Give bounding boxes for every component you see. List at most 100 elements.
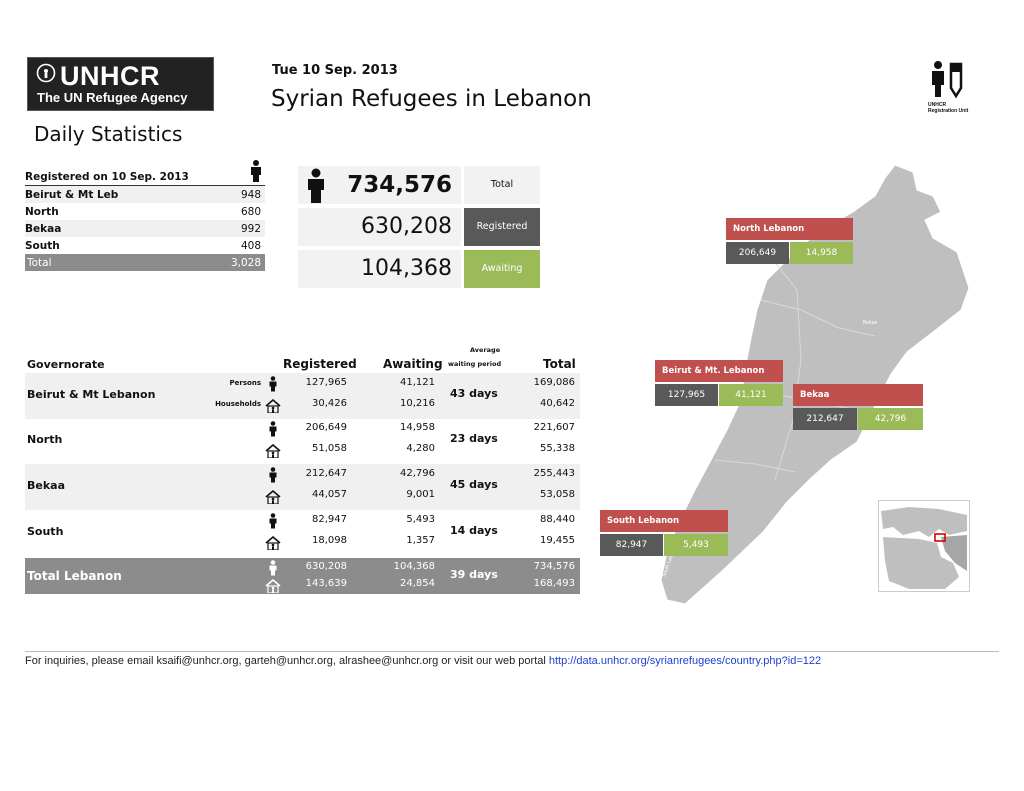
inset-map bbox=[878, 500, 970, 592]
callout-title: Bekaa bbox=[793, 384, 923, 406]
table-row: South 408 bbox=[25, 237, 265, 254]
person-icon bbox=[269, 513, 277, 529]
total-persons: 88,440 bbox=[540, 514, 575, 525]
lebanon-map: Bekaa South Lebanon North Lebanon 206,649… bbox=[595, 160, 975, 610]
summary-panel: 734,576 Total 630,208 Registered 104,368… bbox=[298, 166, 542, 288]
row-value: 408 bbox=[240, 240, 261, 252]
row-name: Bekaa bbox=[25, 223, 62, 235]
footer-text: For inquiries, please email ksaifi@unhcr… bbox=[25, 655, 546, 667]
row-value: 680 bbox=[240, 206, 261, 218]
callout-registered: 127,965 bbox=[655, 384, 718, 406]
table-row: North 680 bbox=[25, 203, 265, 220]
table-row: Bekaa 212,647 44,057 42,796 9,001 45 days 255,… bbox=[25, 464, 580, 510]
average-waiting-period: 43 days bbox=[450, 387, 498, 400]
person-icon bbox=[269, 560, 277, 576]
person-icon bbox=[251, 160, 261, 182]
registered-persons: 212,647 bbox=[305, 468, 347, 479]
page-title: Syrian Refugees in Lebanon bbox=[271, 86, 592, 112]
table-row: South 82,947 18,098 5,493 1,357 14 days 88,440… bbox=[25, 510, 580, 556]
callout-awaiting: 41,121 bbox=[719, 384, 783, 406]
governorate-name: North bbox=[27, 433, 63, 446]
footer: For inquiries, please email ksaifi@unhcr… bbox=[25, 655, 821, 667]
awaiting-households: 24,854 bbox=[400, 578, 435, 589]
footer-divider bbox=[25, 651, 999, 652]
awaiting-households: 4,280 bbox=[406, 443, 435, 454]
unhcr-emblem-icon bbox=[36, 63, 56, 83]
row-value: 948 bbox=[240, 189, 261, 201]
region-inset-map bbox=[879, 501, 969, 591]
daily-table-heading: Registered on 10 Sep. 2013 bbox=[25, 171, 189, 183]
total-households: 168,493 bbox=[533, 578, 575, 589]
report-date: Tue 10 Sep. 2013 bbox=[272, 63, 398, 78]
unhcr-logo: UNHCR The UN Refugee Agency bbox=[27, 57, 214, 111]
unit-label-2: Registration Unit bbox=[928, 108, 969, 114]
daily-table-header: Registered on 10 Sep. 2013 bbox=[25, 160, 265, 186]
registration-unit-badge: UNHCR Registration Unit bbox=[928, 60, 988, 114]
col-header-registered: Registered bbox=[283, 357, 357, 371]
awaiting-persons: 5,493 bbox=[406, 514, 435, 525]
col-header-average: Average bbox=[470, 346, 501, 354]
person-icon bbox=[269, 421, 277, 437]
total-persons: 734,576 bbox=[533, 561, 575, 572]
total-persons: 221,607 bbox=[533, 422, 575, 433]
awaiting-households: 9,001 bbox=[406, 489, 435, 500]
registered-persons: 630,208 bbox=[305, 561, 347, 572]
awaiting-households: 10,216 bbox=[400, 398, 435, 409]
summary-total-label: Total bbox=[464, 166, 540, 204]
row-name: Total bbox=[27, 257, 52, 269]
page-subtitle: Daily Statistics bbox=[34, 122, 183, 146]
total-persons: 169,086 bbox=[533, 377, 575, 388]
total-households: 53,058 bbox=[540, 489, 575, 500]
persons-label: Persons bbox=[229, 379, 261, 387]
registered-households: 18,098 bbox=[312, 535, 347, 546]
col-header-awaiting: Awaiting bbox=[383, 357, 443, 371]
registered-persons: 82,947 bbox=[312, 514, 347, 525]
governorate-name: Beirut & Mt Lebanon bbox=[27, 388, 156, 401]
table-row: Beirut & Mt Leb 948 bbox=[25, 186, 265, 203]
row-name: Beirut & Mt Leb bbox=[25, 189, 119, 201]
summary-total: 734,576 Total bbox=[298, 166, 542, 204]
person-icon bbox=[269, 467, 277, 483]
household-icon bbox=[265, 489, 281, 505]
summary-total-value: 734,576 bbox=[298, 166, 461, 204]
summary-awaiting-value: 104,368 bbox=[298, 250, 461, 288]
callout-registered: 212,647 bbox=[793, 408, 857, 430]
total-households: 40,642 bbox=[540, 398, 575, 409]
household-icon bbox=[265, 535, 281, 551]
person-icon bbox=[308, 168, 324, 203]
total-households: 55,338 bbox=[540, 443, 575, 454]
callout-registered: 206,649 bbox=[726, 242, 789, 264]
awaiting-persons: 14,958 bbox=[400, 422, 435, 433]
registered-persons: 206,649 bbox=[305, 422, 347, 433]
households-label: Households bbox=[215, 400, 261, 408]
summary-registered-label: Registered bbox=[464, 208, 540, 246]
governorate-name: South bbox=[27, 525, 64, 538]
registered-persons: 127,965 bbox=[305, 377, 347, 388]
row-value: 992 bbox=[240, 223, 261, 235]
table-row: North 206,649 51,058 14,958 4,280 23 days 221,… bbox=[25, 418, 580, 464]
average-waiting-period: 14 days bbox=[450, 524, 498, 537]
total-persons: 255,443 bbox=[533, 468, 575, 479]
callout-title: South Lebanon bbox=[600, 510, 728, 532]
callout-awaiting: 14,958 bbox=[790, 242, 853, 264]
row-name: South bbox=[25, 240, 60, 252]
col-header-waiting-period: waiting period bbox=[448, 360, 502, 368]
table-total-row: Total Lebanon 630,208 143,639 104,368 24,854… bbox=[25, 558, 580, 594]
summary-registered-value: 630,208 bbox=[298, 208, 461, 246]
row-value: 3,028 bbox=[230, 257, 261, 269]
table-total-row: Total 3,028 bbox=[25, 254, 265, 271]
registered-households: 51,058 bbox=[312, 443, 347, 454]
awaiting-persons: 42,796 bbox=[400, 468, 435, 479]
logo-tagline: The UN Refugee Agency bbox=[37, 90, 188, 105]
registered-households: 44,057 bbox=[312, 489, 347, 500]
summary-registered: 630,208 Registered bbox=[298, 208, 542, 246]
portal-link[interactable]: http://data.unhcr.org/syrianrefugees/cou… bbox=[548, 655, 822, 667]
household-icon bbox=[265, 398, 281, 414]
governorate-name: Bekaa bbox=[27, 479, 66, 492]
row-name: North bbox=[25, 206, 59, 218]
callout-title: Beirut & Mt. Lebanon bbox=[655, 360, 783, 382]
average-waiting-period: 45 days bbox=[450, 478, 498, 491]
bekaa-region-label: Bekaa bbox=[863, 320, 878, 326]
callout-awaiting: 42,796 bbox=[858, 408, 923, 430]
summary-awaiting: 104,368 Awaiting bbox=[298, 250, 542, 288]
